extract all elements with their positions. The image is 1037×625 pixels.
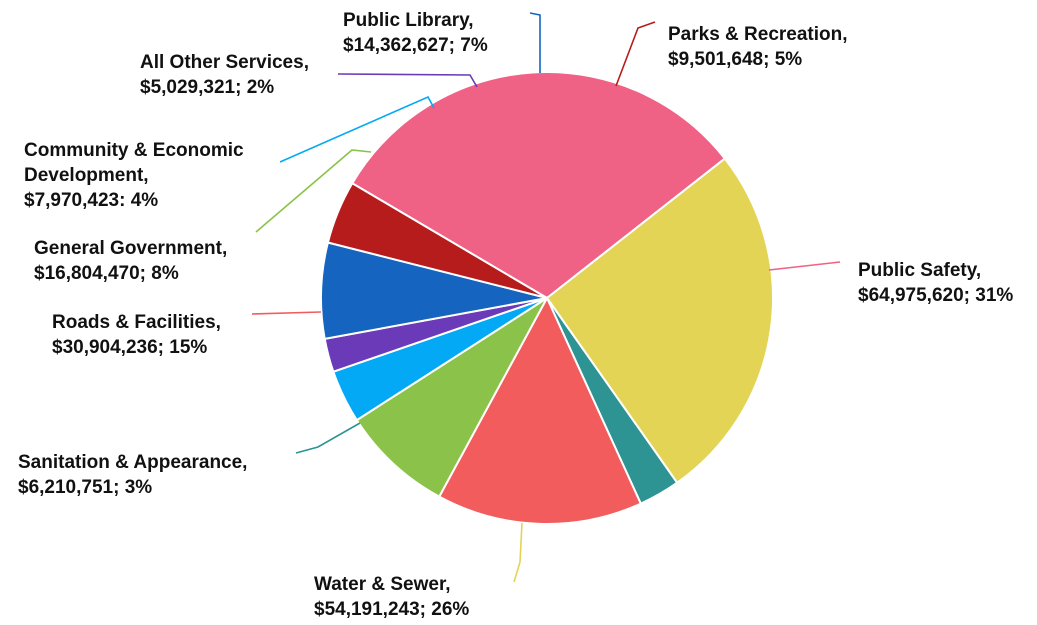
- slice-roads-and-facilities: [437, 295, 643, 525]
- data-label-line: $30,904,236; 15%: [52, 337, 207, 358]
- data-label-public-library: Public Library, $14,362,627; 7%: [343, 10, 488, 56]
- data-label-public-safety: Public Safety, $64,975,620; 31%: [858, 260, 1013, 306]
- leader-line-all-other-services: [337, 73, 478, 88]
- data-label-sanitation-and-appearance: Sanitation & Appearance, $6,210,751; 3%: [18, 452, 247, 498]
- data-label-line: Public Library,: [343, 10, 474, 31]
- leader-line-general-government: [255, 149, 372, 233]
- data-label-line: Community & Economic: [24, 140, 244, 161]
- data-label-line: $16,804,470; 8%: [34, 263, 179, 284]
- slice-water-and-sewer: [545, 157, 774, 485]
- data-label-line: $64,975,620; 31%: [858, 285, 1013, 306]
- data-label-line: Water & Sewer,: [314, 574, 451, 595]
- data-label-line: Sanitation & Appearance,: [18, 452, 247, 473]
- data-label-line: Public Safety,: [858, 260, 981, 281]
- leader-line-public-library: [529, 12, 541, 73]
- slice-parks-and-recreation: [326, 181, 548, 299]
- data-label-line: $14,362,627; 7%: [343, 35, 488, 56]
- data-label-line: $6,210,751; 3%: [18, 477, 152, 498]
- data-label-line: Parks & Recreation,: [668, 24, 848, 45]
- labels-layer: Public Safety, $64,975,620; 31% Water & Se…: [18, 10, 1013, 620]
- leader-line-sanitation-and-appearance: [295, 422, 361, 454]
- data-label-community-and-economic-development: Community & Economic Development, $7,970,4…: [24, 140, 244, 211]
- slice-public-safety: [350, 71, 727, 300]
- data-label-line: $5,029,321; 2%: [140, 77, 274, 98]
- leader-line-public-safety: [768, 261, 841, 271]
- data-label-line: Roads & Facilities,: [52, 312, 221, 333]
- leader-line-community-and-economic-development: [279, 95, 435, 163]
- data-label-general-government: General Government, $16,804,470; 8%: [34, 238, 227, 284]
- slices-layer: [320, 71, 774, 525]
- data-label-roads-and-facilities: Roads & Facilities, $30,904,236; 15%: [52, 312, 221, 358]
- leader-line-parks-and-recreation: [615, 21, 656, 87]
- leader-lines-layer: [251, 12, 841, 583]
- data-label-line: $54,191,243; 26%: [314, 599, 469, 620]
- data-label-line: Development,: [24, 165, 149, 186]
- leader-line-roads-and-facilities: [251, 311, 322, 315]
- data-label-parks-and-recreation: Parks & Recreation, $9,501,648; 5%: [668, 24, 848, 70]
- data-label-water-and-sewer: Water & Sewer, $54,191,243; 26%: [314, 574, 469, 620]
- data-label-line: General Government,: [34, 238, 227, 259]
- data-label-line: $9,501,648; 5%: [668, 49, 802, 70]
- data-label-line: $7,970,423: 4%: [24, 190, 158, 211]
- data-label-all-other-services: All Other Services, $5,029,321; 2%: [140, 52, 309, 98]
- data-label-line: All Other Services,: [140, 52, 309, 73]
- leader-line-water-and-sewer: [513, 522, 523, 583]
